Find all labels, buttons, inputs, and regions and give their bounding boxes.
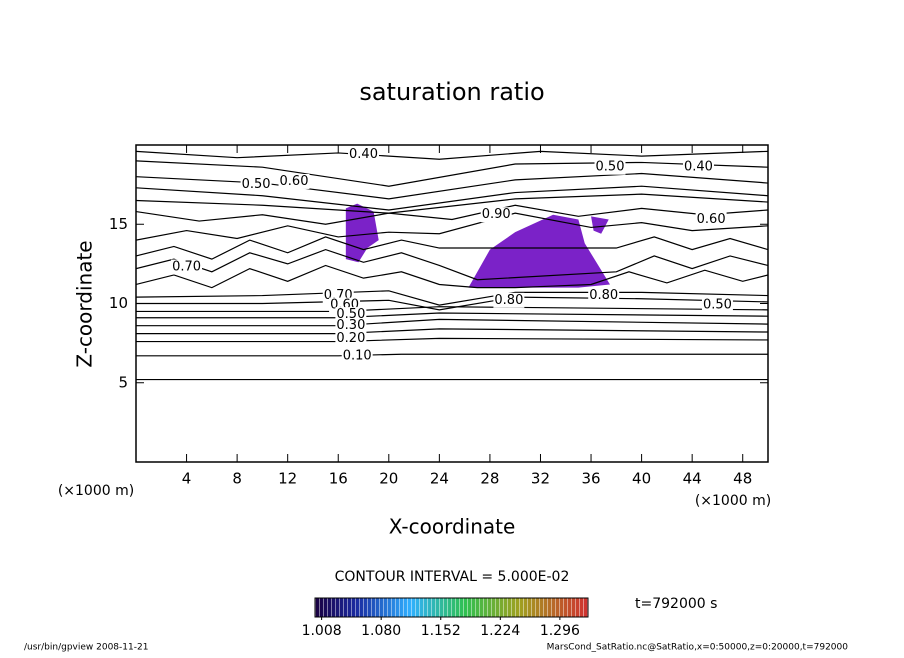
- supersaturated-region: [591, 216, 609, 234]
- contour-label: 0.30: [336, 318, 365, 333]
- colorbar-tick-label: 1.296: [540, 623, 580, 639]
- contour-line: [136, 337, 768, 343]
- colorbar-tick-label: 1.152: [421, 623, 461, 639]
- contour-label: 0.50: [703, 298, 732, 313]
- contour-label: 0.50: [596, 160, 625, 175]
- contour-label: 0.60: [697, 212, 726, 227]
- contour-label-bg: [695, 211, 727, 227]
- contour-line: [136, 264, 768, 289]
- supersaturated-region: [345, 203, 379, 263]
- x-tick-label: 12: [278, 470, 297, 488]
- contour-label: 0.60: [280, 174, 309, 189]
- contour-label-bg: [701, 297, 733, 313]
- contour-line: [136, 204, 768, 225]
- y-tick-label: 15: [109, 215, 128, 233]
- contour-line: [136, 296, 768, 311]
- x-tick-label: 24: [430, 470, 449, 488]
- contour-label-bg: [335, 330, 367, 346]
- contour-line: [136, 160, 768, 187]
- x-tick-label: 16: [329, 470, 348, 488]
- supersaturated-region: [468, 214, 610, 288]
- y-unit: (×1000 m): [58, 483, 134, 499]
- contour-line: [136, 290, 768, 306]
- x-tick-label: 20: [379, 470, 398, 488]
- time-label: t=792000 s: [635, 596, 717, 612]
- x-tick-label: 32: [531, 470, 550, 488]
- x-axis-label: X-coordinate: [389, 515, 516, 539]
- contour-label-bg: [335, 318, 367, 334]
- contour-line: [136, 306, 768, 313]
- y-axis-label: Z-coordinate: [73, 240, 97, 367]
- x-tick-label: 28: [480, 470, 499, 488]
- contour-label: 0.90: [482, 207, 511, 222]
- contour-label-bg: [278, 173, 310, 189]
- contour-label: 0.10: [343, 348, 372, 363]
- contour-label: 0.40: [684, 160, 713, 175]
- contour-label-bg: [683, 159, 714, 175]
- contour-label: 0.40: [349, 147, 378, 162]
- contour-label-bg: [348, 147, 379, 163]
- contour-line: [136, 185, 768, 211]
- contour-label-bg: [171, 259, 203, 275]
- contour-label-bg: [588, 288, 620, 304]
- x-tick-label: 4: [182, 470, 192, 488]
- footer-left: /usr/bin/gpview 2008-11-21: [24, 643, 148, 653]
- contour-line: [136, 172, 768, 200]
- contour-line: [136, 248, 768, 281]
- contour-line: [136, 150, 768, 160]
- contour-line: [136, 353, 768, 357]
- contour-line: [136, 312, 768, 319]
- x-tick-label: 40: [632, 470, 651, 488]
- contour-label: 0.80: [494, 293, 523, 308]
- x-tick-label: 8: [232, 470, 242, 488]
- x-tick-label: 48: [733, 470, 752, 488]
- contour-label-bg: [493, 292, 525, 308]
- x-tick-label: 44: [683, 470, 702, 488]
- contour-line: [136, 318, 768, 327]
- footer-right: MarsCond_SatRatio.nc@SatRatio,x=0:50000,…: [547, 643, 849, 653]
- contour-line: [136, 328, 768, 335]
- contour-label: 0.50: [242, 177, 271, 192]
- contour-label-bg: [240, 177, 272, 193]
- contour-label: 0.80: [589, 288, 618, 303]
- contour-label-bg: [480, 207, 512, 223]
- contour-interval: CONTOUR INTERVAL = 5.000E-02: [335, 569, 570, 585]
- colorbar-frame: [314, 597, 589, 618]
- contour-label-bg: [594, 159, 626, 175]
- colorbar-tick-label: 1.224: [480, 623, 520, 639]
- colorbar-tick-label: 1.008: [302, 623, 342, 639]
- x-unit: (×1000 m): [695, 493, 771, 509]
- contour-label: 0.20: [336, 331, 365, 346]
- contour-label-bg: [341, 348, 373, 364]
- x-tick-label: 36: [581, 470, 600, 488]
- y-tick-label: 10: [109, 294, 128, 312]
- contour-line: [136, 236, 768, 260]
- contour-line: [136, 193, 768, 214]
- plot-area: 0.400.50 0.600.50 0.400.90 0.600.700.700.60…: [136, 147, 768, 381]
- contour-line: [136, 212, 768, 241]
- y-tick-label: 5: [118, 373, 128, 391]
- colorbar-tick-label: 1.080: [361, 623, 401, 639]
- chart-title: saturation ratio: [359, 78, 544, 106]
- contour-label: 0.70: [172, 260, 201, 275]
